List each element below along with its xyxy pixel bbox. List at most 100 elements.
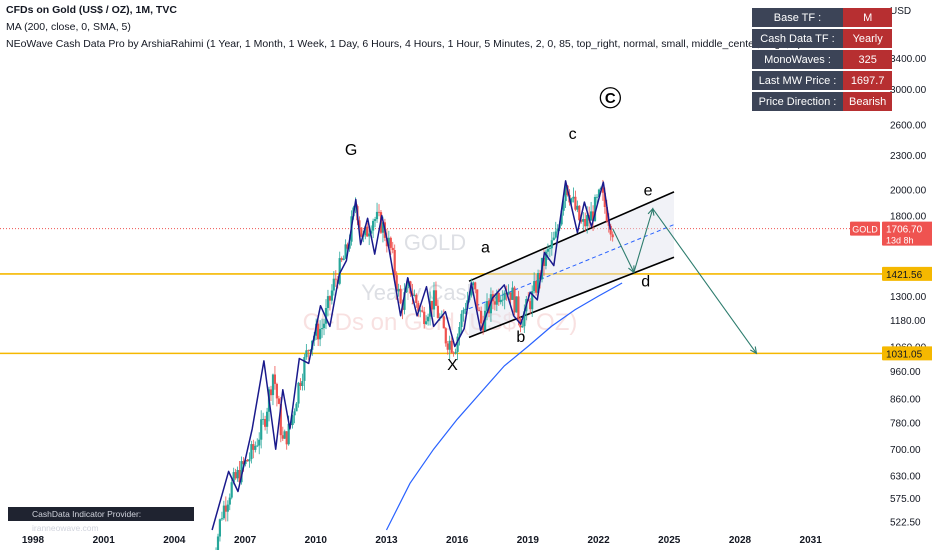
candle-body-78	[364, 226, 367, 236]
candle-body-146	[497, 293, 500, 303]
wave-label-6: d	[641, 274, 650, 291]
candle-body-129	[464, 308, 467, 310]
candle-body-154	[513, 287, 516, 313]
candle-body-31	[271, 374, 275, 396]
price-tag-symbol-0: GOLD	[852, 225, 878, 235]
info-row-base-tf: Base TF :M	[752, 8, 893, 27]
candle-body-48	[305, 350, 308, 358]
candle-body-137	[480, 310, 483, 324]
candle-body-56	[321, 328, 324, 329]
candle-body-112	[430, 300, 434, 310]
candle-body-190	[584, 219, 587, 227]
candle-body-69	[346, 244, 349, 249]
candle-body-119	[444, 328, 447, 344]
channel-band	[469, 191, 674, 338]
candle-body-3	[216, 536, 220, 550]
price-tag-box-0	[882, 221, 932, 246]
candle-body-50	[309, 349, 312, 351]
watermark-period: Yearly Cash	[361, 280, 479, 305]
candle-body-82	[372, 220, 375, 231]
candle-body-122	[450, 340, 453, 353]
price-tag-symbol-box-0	[850, 221, 880, 236]
candle-body-106	[419, 310, 422, 312]
candle-body-164	[533, 281, 536, 292]
candle-body-125	[456, 336, 459, 352]
channel-lower-line	[468, 256, 675, 339]
y-tick-11: 780.00	[890, 418, 921, 429]
candle-body-91	[389, 237, 392, 248]
x-tick-3: 2007	[234, 535, 257, 546]
candle-body-95	[397, 288, 400, 292]
candle-body-183	[570, 198, 573, 203]
candle-body-11	[232, 472, 235, 483]
candle-body-57	[322, 323, 326, 328]
candle-body-33	[275, 383, 278, 399]
y-tick-10: 860.00	[890, 394, 921, 405]
y-tick-13: 630.00	[890, 471, 921, 482]
candle-body-103	[413, 294, 416, 296]
x-tick-6: 2016	[446, 535, 469, 546]
candle-body-45	[299, 382, 302, 386]
y-tick-14: 575.00	[890, 494, 921, 505]
x-tick-10: 2028	[729, 535, 752, 546]
y-tick-6: 1300.00	[890, 292, 927, 303]
candle-body-43	[295, 403, 298, 412]
y-tick-15: 522.50	[890, 518, 921, 529]
candle-body-133	[472, 282, 475, 286]
candle-body-99	[405, 285, 408, 293]
candle-body-191	[586, 215, 589, 227]
x-tick-0: 1998	[22, 535, 45, 546]
candle-body-10	[230, 482, 233, 498]
candle-body-199	[601, 187, 604, 193]
candle-body-126	[458, 327, 461, 337]
cash-data-table: Base TF :M Cash Data TF : Yearly MonoWave…	[752, 6, 893, 113]
wave-label-7: C	[605, 90, 616, 107]
candle-body-171	[546, 249, 549, 252]
wave-label-5: e	[644, 183, 653, 200]
y-tick-12: 700.00	[890, 445, 921, 456]
candle-body-20	[250, 444, 253, 460]
candle-body-16	[242, 461, 245, 465]
candle-body-151	[507, 292, 510, 295]
candle-body-4	[218, 519, 221, 537]
time-axis: 1998 2001 2004 2007 2010 2013 2016 2019 2022 2025…	[22, 535, 822, 546]
candle-body-24	[258, 439, 261, 446]
candle-body-104	[415, 294, 418, 303]
candle-body-13	[236, 470, 239, 479]
ma-legend: MA (200, close, 0, SMA, 5)	[6, 21, 131, 33]
candle-body-25	[260, 419, 263, 440]
candle-body-85	[377, 211, 381, 213]
candle-body-176	[556, 228, 559, 232]
candle-body-144	[493, 301, 496, 305]
candle-body-147	[499, 299, 502, 303]
candle-body-83	[374, 219, 377, 221]
candle-body-70	[348, 241, 351, 249]
candle-body-61	[330, 290, 333, 301]
candle-body-37	[283, 431, 286, 439]
ma-200-line	[385, 282, 623, 531]
x-tick-4: 2010	[305, 535, 328, 546]
candle-body-118	[442, 316, 445, 329]
candle-body-76	[360, 227, 363, 237]
candle-body-109	[425, 321, 428, 324]
projection-line	[612, 207, 758, 355]
candle-body-59	[326, 296, 330, 308]
candle-body-110	[427, 316, 430, 322]
candle-body-188	[580, 220, 583, 222]
wave-label-circle	[599, 87, 621, 109]
candle-body-36	[281, 435, 284, 439]
candle-body-94	[395, 275, 398, 292]
price-tag-value-2: 1031.05	[886, 349, 923, 360]
candle-body-107	[421, 310, 424, 312]
candle-body-113	[432, 290, 436, 310]
candle-body-68	[344, 244, 347, 259]
info-row-last-mw-price: Last MW Price :1697.7	[752, 71, 893, 90]
candle-body-185	[574, 196, 577, 210]
candle-body-98	[403, 292, 406, 310]
y-tick-5: 1800.00	[890, 211, 927, 222]
candle-body-9	[228, 497, 231, 505]
y-tick-1: 3000.00	[890, 85, 927, 96]
candle-body-28	[266, 411, 269, 427]
wave-label-4: c	[569, 126, 577, 143]
